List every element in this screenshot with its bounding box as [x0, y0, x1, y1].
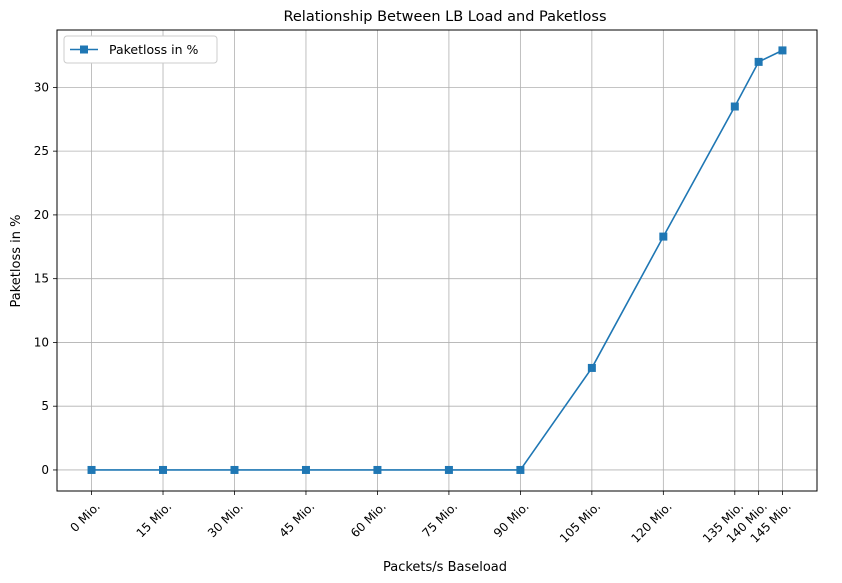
y-tick-label: 30: [34, 80, 49, 94]
y-axis-title: Paketloss in %: [9, 215, 24, 308]
data-point-marker: [516, 465, 525, 474]
series-line: [91, 49, 783, 471]
y-tick-label: 5: [41, 399, 49, 413]
data-point-marker: [87, 465, 96, 474]
data-point-marker: [301, 465, 310, 474]
data-point-marker: [659, 232, 668, 241]
y-tick-label: 25: [34, 144, 49, 158]
legend-box: [63, 35, 218, 64]
x-axis-title: Packets/s Baseload: [383, 560, 507, 575]
chart-title: Relationship Between LB Load and Paketlo…: [283, 9, 606, 25]
data-point-marker: [373, 465, 382, 474]
y-tick-label: 0: [41, 463, 49, 477]
data-point-marker: [587, 363, 596, 372]
y-tick-label: 20: [34, 208, 49, 222]
y-tick-label: 15: [34, 272, 49, 286]
data-point-marker: [778, 46, 787, 55]
data-point-marker: [754, 57, 763, 66]
grid-lines: [57, 30, 817, 491]
plot-area-frame: [56, 29, 818, 492]
legend-label: Paketloss in %: [109, 42, 199, 57]
legend: Paketloss in %: [63, 35, 218, 64]
y-axis: 0 5 10 15 20 25 30: [34, 80, 57, 477]
data-point-marker: [159, 465, 168, 474]
data-point-marker: [444, 465, 453, 474]
series-group: [87, 46, 787, 474]
data-point-marker: [730, 102, 739, 111]
y-tick-label: 10: [34, 335, 49, 349]
data-point-marker: [230, 465, 239, 474]
legend-marker-square: [80, 45, 88, 54]
